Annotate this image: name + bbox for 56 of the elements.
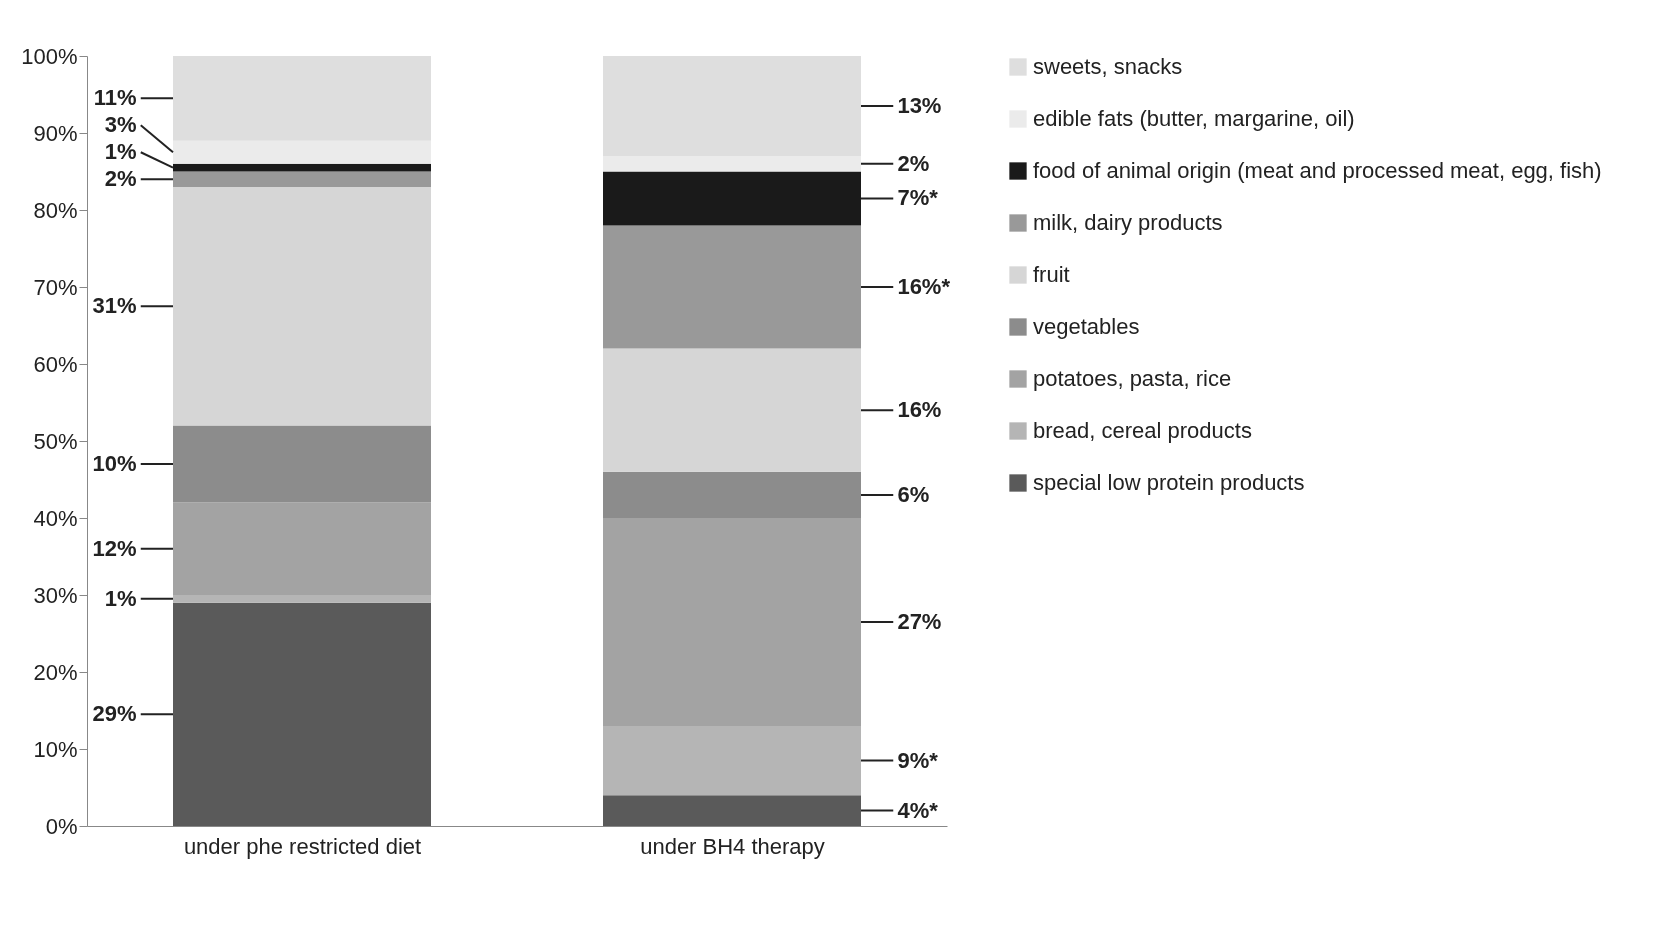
- data-label: 16%: [897, 397, 942, 423]
- bar: [173, 425, 431, 503]
- legend-label: vegetables: [1033, 314, 1140, 339]
- legend-label: milk, dairy products: [1033, 210, 1223, 235]
- bar: [173, 171, 431, 187]
- y-tick-label: 10%: [33, 736, 78, 762]
- y-tick-label: 40%: [33, 505, 78, 531]
- y-tick-label: 50%: [33, 428, 78, 454]
- legend-label: edible fats (butter, margarine, oil): [1033, 106, 1355, 131]
- y-tick-label: 100%: [21, 43, 78, 69]
- data-label: 2%: [104, 166, 137, 192]
- legend-label: bread, cereal products: [1033, 418, 1252, 443]
- data-label: 11%: [93, 85, 137, 111]
- data-label: 3%: [104, 112, 137, 138]
- bar: [603, 471, 861, 518]
- data-label: 29%: [92, 701, 137, 727]
- data-label: 7%*: [897, 185, 939, 211]
- data-label: 2%: [897, 150, 930, 176]
- y-tick-label: 60%: [33, 351, 78, 377]
- legend-label: food of animal origin (meat and processed meat, egg, fish): [1033, 158, 1602, 183]
- bar: [603, 518, 861, 726]
- bar: [603, 348, 861, 472]
- bar: [603, 795, 861, 826]
- y-tick-label: 30%: [33, 582, 78, 608]
- data-label: 13%: [897, 93, 942, 119]
- data-label: 4%*: [897, 797, 939, 823]
- y-tick-label: 70%: [33, 274, 78, 300]
- x-tick-label: under phe restricted diet: [183, 833, 422, 859]
- data-label: 12%: [92, 535, 137, 561]
- bar: [173, 56, 431, 141]
- data-label: 10%: [92, 451, 137, 477]
- bar: [603, 725, 861, 796]
- bar: [603, 56, 861, 157]
- data-label: 1%: [104, 139, 137, 165]
- data-label: 27%: [897, 608, 942, 634]
- legend-label: potatoes, pasta, rice: [1033, 366, 1232, 391]
- bar: [173, 186, 431, 426]
- legend-label: special low protein products: [1033, 470, 1305, 495]
- data-label: 31%: [92, 293, 137, 319]
- bar: [173, 602, 431, 826]
- data-label: 1%: [104, 585, 137, 611]
- bar: [603, 225, 861, 349]
- legend-label: sweets, snacks: [1033, 54, 1183, 79]
- y-tick-label: 90%: [33, 120, 78, 146]
- y-tick-label: 20%: [33, 659, 78, 685]
- bar: [173, 502, 431, 595]
- data-label: 9%*: [897, 747, 939, 773]
- bar: [603, 156, 861, 172]
- legend-label: fruit: [1033, 262, 1070, 287]
- x-tick-label: under BH4 therapy: [640, 833, 825, 859]
- data-label: 16%*: [897, 274, 951, 299]
- y-tick-label: 0%: [45, 813, 78, 839]
- bar: [173, 140, 431, 164]
- bar: [173, 595, 431, 603]
- y-tick-label: 80%: [33, 197, 78, 223]
- data-label: 6%: [897, 481, 930, 507]
